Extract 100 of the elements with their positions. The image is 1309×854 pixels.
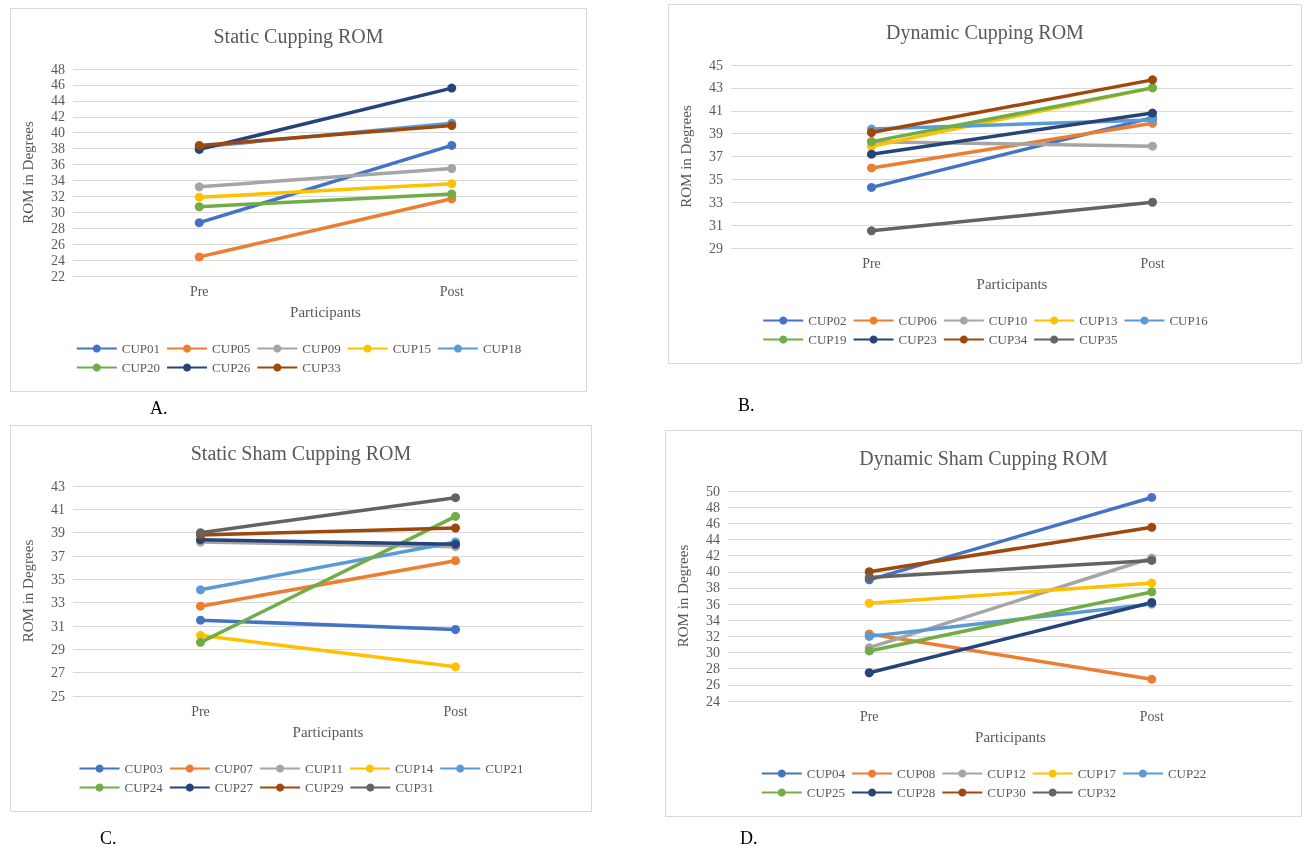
x-tick-label: Pre (191, 703, 210, 719)
legend-label: CUP24 (124, 780, 164, 795)
y-tick-label: 39 (51, 525, 65, 541)
y-tick-label: 38 (706, 580, 720, 596)
y-tick-label: 50 (706, 483, 720, 499)
legend-label: CUP19 (808, 332, 847, 347)
point (194, 202, 204, 212)
legend-label: CUP32 (1077, 785, 1116, 800)
legend-label: CUP35 (1079, 332, 1118, 347)
point (1147, 522, 1157, 532)
y-axis-title: ROM in Degrees (677, 105, 694, 208)
point (1148, 108, 1157, 118)
y-tick-label: 35 (51, 571, 65, 587)
point (1147, 674, 1157, 684)
y-tick-label: 34 (51, 172, 65, 188)
legend-label: CUP05 (212, 341, 251, 356)
legend-label: CUP23 (898, 332, 937, 347)
point (451, 556, 460, 566)
legend-label: CUP29 (305, 780, 344, 795)
y-tick-label: 34 (706, 612, 720, 628)
point (1147, 587, 1157, 597)
point (864, 598, 874, 608)
y-tick-label: 22 (51, 268, 65, 284)
y-tick-label: 33 (709, 194, 723, 210)
legend-label: CUP11 (305, 761, 343, 776)
point (447, 140, 457, 150)
y-tick-label: 28 (51, 220, 65, 236)
point (451, 625, 460, 634)
y-axis-title: ROM in Degrees (674, 544, 691, 648)
point (867, 149, 876, 159)
point (451, 511, 460, 521)
point (196, 615, 205, 625)
legend-label: CUP20 (121, 360, 161, 375)
legend-label: CUP18 (482, 341, 522, 356)
legend-label: CUP08 (897, 766, 936, 781)
legend-label: CUP06 (898, 313, 938, 328)
y-tick-label: 37 (51, 548, 65, 564)
text: A. (150, 398, 168, 419)
y-tick-label: 40 (706, 564, 720, 580)
legend-label: CUP27 (214, 780, 254, 795)
legend-label: CUP01 (121, 341, 161, 356)
y-tick-label: 46 (706, 515, 720, 531)
y-tick-label: 24 (706, 693, 720, 709)
point (864, 668, 874, 678)
point (447, 189, 457, 199)
legend-label: CUP25 (806, 785, 846, 800)
legend-label: CUP15 (392, 341, 431, 356)
y-tick-label: 41 (709, 103, 723, 119)
legend-label: CUP30 (987, 785, 1026, 800)
point (1147, 578, 1157, 588)
y-tick-label: 31 (51, 618, 65, 634)
y-tick-label: 44 (706, 531, 720, 547)
legend-label: CUP21 (485, 761, 524, 776)
point (447, 179, 457, 189)
point (451, 662, 460, 672)
x-tick-label: Post (443, 703, 468, 719)
point (447, 83, 457, 93)
y-tick-label: 30 (51, 204, 65, 220)
point (1147, 492, 1157, 502)
point (867, 182, 876, 192)
legend-label: CUP13 (1079, 313, 1118, 328)
text: B. (738, 395, 755, 416)
x-tick-label: Pre (189, 283, 209, 299)
y-tick-label: 48 (706, 499, 720, 515)
y-tick-label: 30 (706, 645, 720, 661)
y-tick-label: 31 (709, 217, 723, 233)
y-tick-label: 43 (51, 478, 65, 494)
x-axis-title: Participants (975, 728, 1047, 745)
y-tick-label: 26 (51, 236, 65, 252)
y-axis-title: ROM in Degrees (19, 539, 36, 643)
y-tick-label: 36 (51, 157, 65, 173)
point (451, 493, 460, 503)
legend-label: CUP02 (808, 313, 847, 328)
legend-label: CUP34 (988, 332, 1028, 347)
point (867, 226, 876, 236)
point (194, 182, 204, 192)
chart-title: Static Cupping ROM (213, 25, 384, 48)
y-tick-label: 45 (709, 57, 723, 73)
y-tick-label: 36 (706, 596, 720, 612)
point (867, 163, 876, 173)
text: D. (740, 828, 758, 849)
point (1148, 197, 1157, 207)
legend-label: CUP03 (124, 761, 163, 776)
y-tick-label: 48 (51, 61, 65, 77)
y-axis-title: ROM in Degrees (19, 121, 36, 224)
legend-label: CUP14 (394, 761, 434, 776)
y-tick-label: 40 (51, 125, 65, 141)
y-tick-label: 33 (51, 595, 65, 611)
y-tick-label: 35 (709, 171, 723, 187)
chart-title: Static Sham Cupping ROM (190, 442, 412, 465)
chart-title: Dynamic Sham Cupping ROM (859, 447, 1108, 470)
x-tick-label: Pre (859, 708, 879, 724)
legend-label: CUP09 (302, 341, 341, 356)
x-axis-title: Participants (290, 303, 362, 320)
legend-label: CUP10 (988, 313, 1028, 328)
point (196, 601, 205, 611)
legend-label: CUP28 (897, 785, 936, 800)
point (194, 252, 204, 262)
y-tick-label: 43 (709, 80, 723, 96)
point (1148, 75, 1157, 85)
